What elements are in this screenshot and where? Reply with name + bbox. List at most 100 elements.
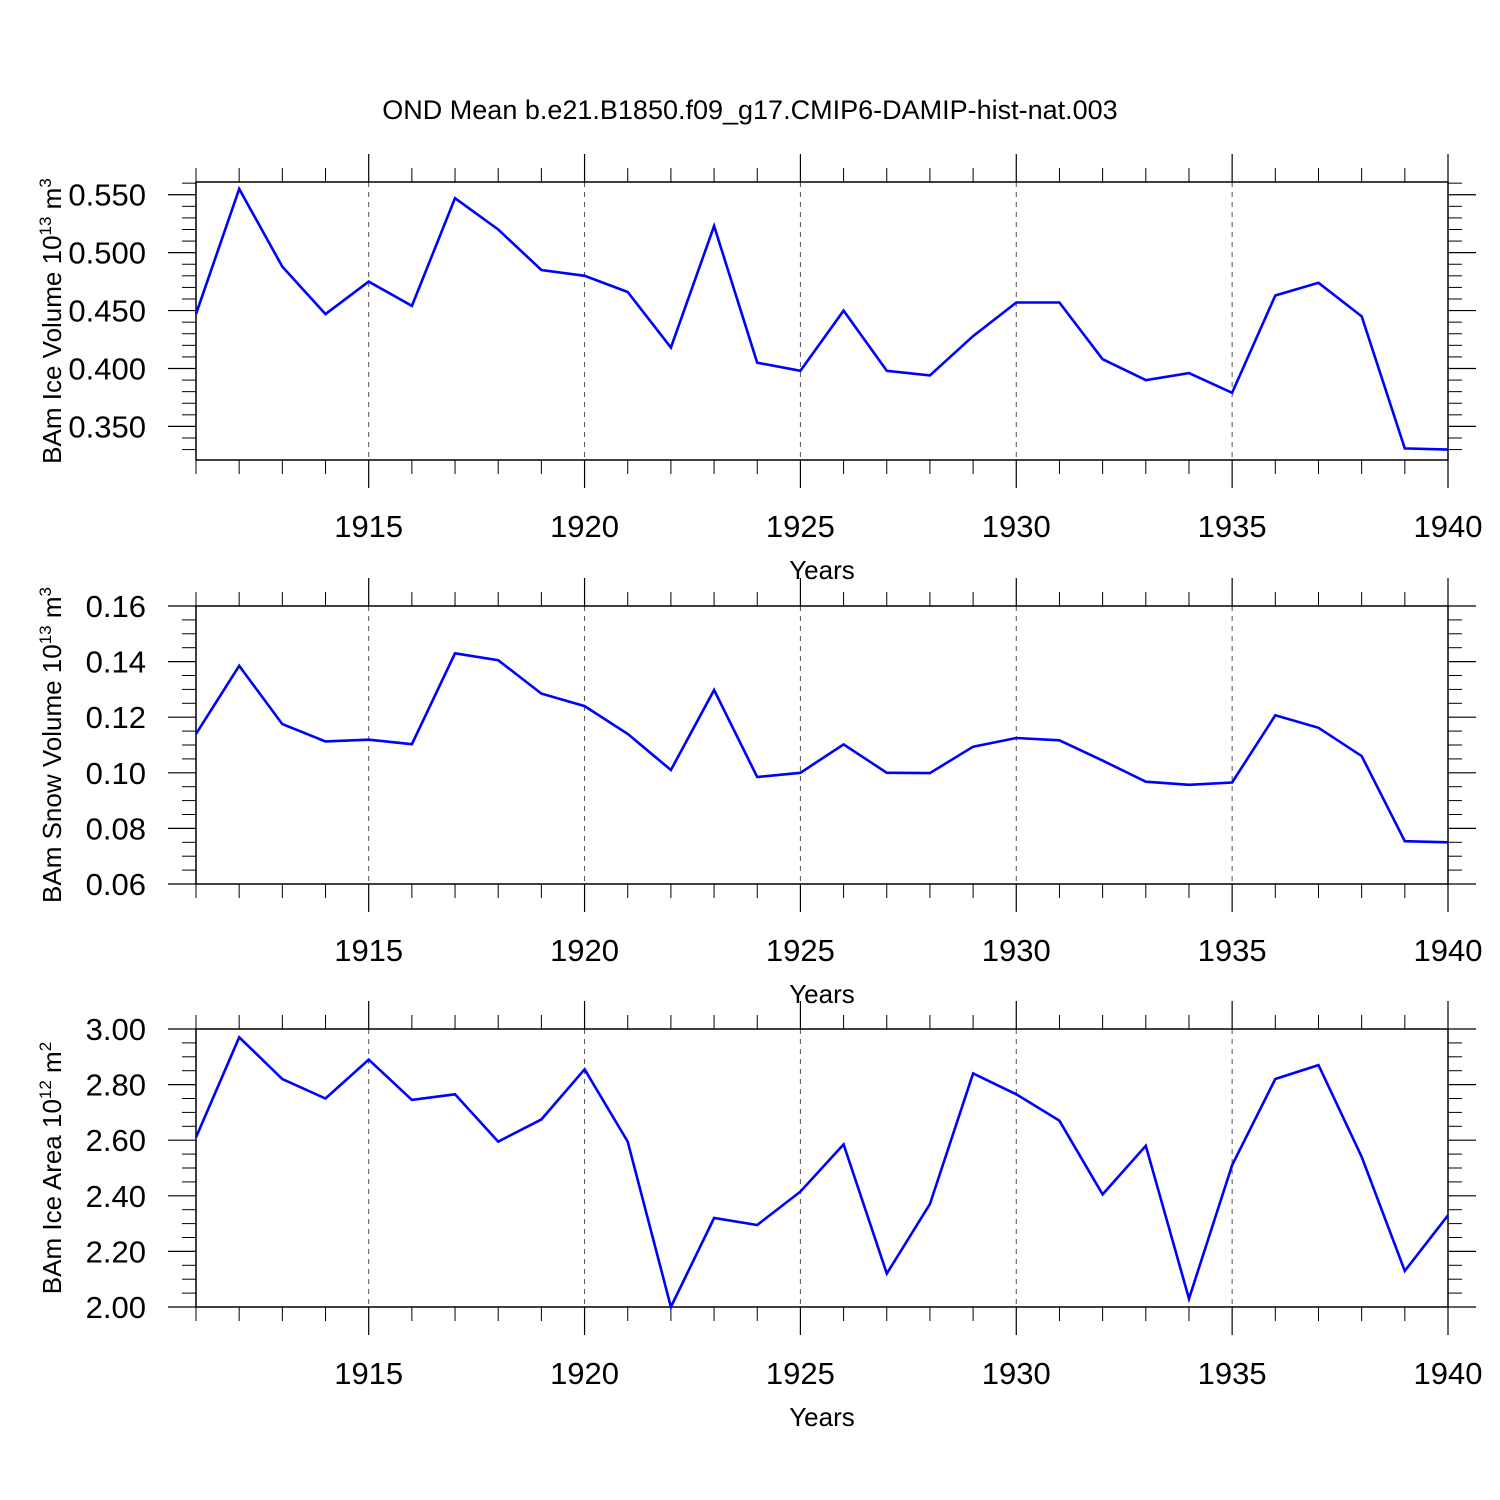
x-tick-label: 1935 bbox=[1198, 1356, 1267, 1391]
x-tick-label: 1925 bbox=[766, 933, 835, 968]
data-point bbox=[280, 722, 284, 726]
data-point bbox=[971, 334, 975, 338]
x-tick-label: 1920 bbox=[550, 933, 619, 968]
data-point bbox=[1446, 448, 1450, 452]
panel-snow-volume: 1915 1920 1925 1930 1935 1940 0.06 0.08 0.10 0.12… bbox=[36, 578, 1482, 1009]
data-point bbox=[1187, 1297, 1191, 1301]
y-tick-label: 0.16 bbox=[86, 589, 146, 624]
panel-ice-volume: 1915 1920 1925 1930 1935 1940 0.350 0.400 0.450 0… bbox=[36, 154, 1482, 585]
data-point bbox=[1446, 1213, 1450, 1217]
data-point bbox=[324, 312, 328, 316]
data-point bbox=[842, 1142, 846, 1146]
y-tick-label: 0.12 bbox=[86, 700, 146, 735]
data-point bbox=[1230, 1163, 1234, 1167]
y-tick-label: 0.08 bbox=[86, 811, 146, 846]
data-point bbox=[755, 361, 759, 365]
data-point bbox=[885, 369, 889, 373]
data-point bbox=[755, 1223, 759, 1227]
data-point bbox=[1014, 736, 1018, 740]
data-point bbox=[496, 227, 500, 231]
data-point bbox=[1230, 391, 1234, 395]
data-point bbox=[583, 704, 587, 708]
data-point bbox=[1273, 1077, 1277, 1081]
data-point bbox=[367, 1058, 371, 1062]
data-point bbox=[1187, 371, 1191, 375]
data-point bbox=[1273, 713, 1277, 717]
x-axis-label: Years bbox=[789, 555, 855, 585]
data-point bbox=[1101, 357, 1105, 361]
x-tick-label: 1940 bbox=[1414, 509, 1483, 544]
data-point bbox=[1057, 300, 1061, 304]
data-point bbox=[712, 1216, 716, 1220]
plot-frame bbox=[195, 605, 1449, 885]
data-point bbox=[1101, 1192, 1105, 1196]
data-point bbox=[237, 664, 241, 668]
data-point bbox=[583, 1067, 587, 1071]
data-point bbox=[280, 265, 284, 269]
data-point bbox=[842, 309, 846, 313]
data-point bbox=[1360, 1155, 1364, 1159]
data-point bbox=[1360, 754, 1364, 758]
x-tick-label: 1915 bbox=[334, 509, 403, 544]
y-tick-label: 0.350 bbox=[68, 409, 146, 444]
x-tick-label: 1920 bbox=[550, 1356, 619, 1391]
x-tick-label: 1925 bbox=[766, 1356, 835, 1391]
data-point bbox=[842, 742, 846, 746]
data-point bbox=[1316, 726, 1320, 730]
data-point bbox=[1316, 1063, 1320, 1067]
data-point bbox=[194, 1135, 198, 1139]
y-axis-label: BAm Ice Area 1012 m2 bbox=[36, 1042, 67, 1294]
y-tick-label: 3.00 bbox=[86, 1012, 146, 1047]
data-point bbox=[928, 373, 932, 377]
data-point bbox=[324, 739, 328, 743]
data-point bbox=[755, 775, 759, 779]
data-point bbox=[669, 346, 673, 350]
y-tick-label: 0.500 bbox=[68, 236, 146, 271]
data-point bbox=[1230, 781, 1234, 785]
data-point bbox=[453, 651, 457, 655]
data-point bbox=[1057, 738, 1061, 742]
data-point bbox=[971, 1071, 975, 1075]
data-point bbox=[798, 771, 802, 775]
data-point bbox=[885, 771, 889, 775]
data-point bbox=[626, 1140, 630, 1144]
data-point bbox=[1187, 783, 1191, 787]
data-point bbox=[237, 1035, 241, 1039]
data-point bbox=[1144, 378, 1148, 382]
data-point bbox=[1403, 839, 1407, 843]
data-point bbox=[1360, 314, 1364, 318]
data-point bbox=[367, 738, 371, 742]
y-tick-label: 0.450 bbox=[68, 294, 146, 329]
data-point bbox=[583, 274, 587, 278]
data-point bbox=[1014, 1092, 1018, 1096]
y-tick-label: 0.550 bbox=[68, 178, 146, 213]
data-point bbox=[798, 369, 802, 373]
data-point bbox=[885, 1272, 889, 1276]
data-point bbox=[626, 290, 630, 294]
panel-ice-area: 1915 1920 1925 1930 1935 1940 2.00 2.20 2.40 2.60… bbox=[36, 1001, 1482, 1432]
data-point bbox=[539, 692, 543, 696]
data-point bbox=[367, 280, 371, 284]
series-line-ice-area bbox=[194, 1035, 1450, 1311]
x-tick-label: 1935 bbox=[1198, 509, 1267, 544]
y-tick-label: 0.14 bbox=[86, 645, 146, 680]
x-tick-label: 1915 bbox=[334, 1356, 403, 1391]
data-point bbox=[194, 312, 198, 316]
data-point bbox=[539, 1117, 543, 1121]
data-point bbox=[712, 688, 716, 692]
y-tick-label: 0.10 bbox=[86, 756, 146, 791]
y-tick-label: 0.06 bbox=[86, 867, 146, 902]
x-tick-label: 1930 bbox=[982, 933, 1051, 968]
x-tick-label: 1920 bbox=[550, 509, 619, 544]
data-point bbox=[669, 1305, 673, 1309]
data-point bbox=[194, 732, 198, 736]
series-line-snow-volume bbox=[194, 651, 1449, 844]
data-point bbox=[712, 224, 716, 228]
data-point bbox=[1144, 780, 1148, 784]
y-tick-label: 2.40 bbox=[86, 1179, 146, 1214]
data-point bbox=[669, 768, 673, 772]
x-tick-label: 1925 bbox=[766, 509, 835, 544]
x-axis-label: Years bbox=[789, 979, 855, 1009]
y-tick-label: 2.00 bbox=[86, 1290, 146, 1325]
